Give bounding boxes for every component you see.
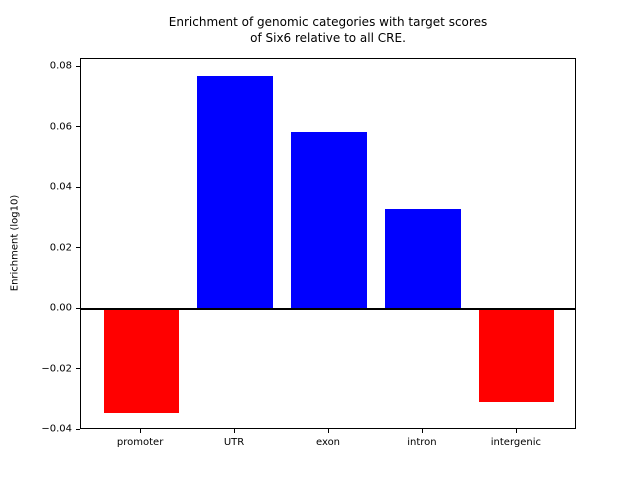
x-tick-mark bbox=[421, 429, 423, 433]
y-axis-label: Enrichment (log10) bbox=[9, 194, 21, 292]
bar-promoter bbox=[103, 308, 179, 414]
y-tick-label: 0.06 bbox=[49, 121, 72, 133]
y-tick-mark bbox=[76, 126, 80, 128]
x-tick-mark bbox=[515, 429, 517, 433]
y-tick-label: −0.04 bbox=[41, 423, 72, 435]
bar-intron bbox=[385, 208, 461, 309]
chart-title: Enrichment of genomic categories with ta… bbox=[80, 14, 576, 46]
y-tick-label: −0.02 bbox=[41, 363, 72, 375]
y-tick-mark bbox=[76, 307, 80, 309]
x-tick-label-UTR: UTR bbox=[223, 437, 245, 448]
x-tick-label-exon: exon bbox=[315, 437, 341, 448]
x-tick-mark bbox=[140, 429, 142, 433]
plot-area bbox=[80, 58, 576, 429]
bar-exon bbox=[291, 131, 367, 309]
x-tick-label-intergenic: intergenic bbox=[490, 437, 541, 448]
bar-UTR bbox=[197, 75, 273, 309]
bar-intergenic bbox=[479, 308, 555, 402]
y-tick-mark bbox=[76, 65, 80, 67]
y-tick-label: 0.08 bbox=[49, 60, 72, 72]
y-tick-label: 0.02 bbox=[49, 242, 72, 254]
x-tick-label-promoter: promoter bbox=[116, 437, 164, 448]
y-tick-mark bbox=[76, 368, 80, 370]
y-tick-label: 0.00 bbox=[49, 302, 72, 314]
chart-title-line2: of Six6 relative to all CRE. bbox=[250, 31, 406, 46]
y-tick-label: 0.04 bbox=[49, 181, 72, 193]
y-tick-mark bbox=[76, 247, 80, 249]
chart-title-line1: Enrichment of genomic categories with ta… bbox=[168, 15, 488, 29]
x-tick-mark bbox=[234, 429, 236, 433]
y-tick-mark bbox=[76, 186, 80, 188]
zero-line bbox=[81, 307, 575, 310]
y-tick-mark bbox=[76, 428, 80, 430]
x-tick-label-intron: intron bbox=[407, 437, 437, 448]
x-tick-mark bbox=[328, 429, 329, 433]
